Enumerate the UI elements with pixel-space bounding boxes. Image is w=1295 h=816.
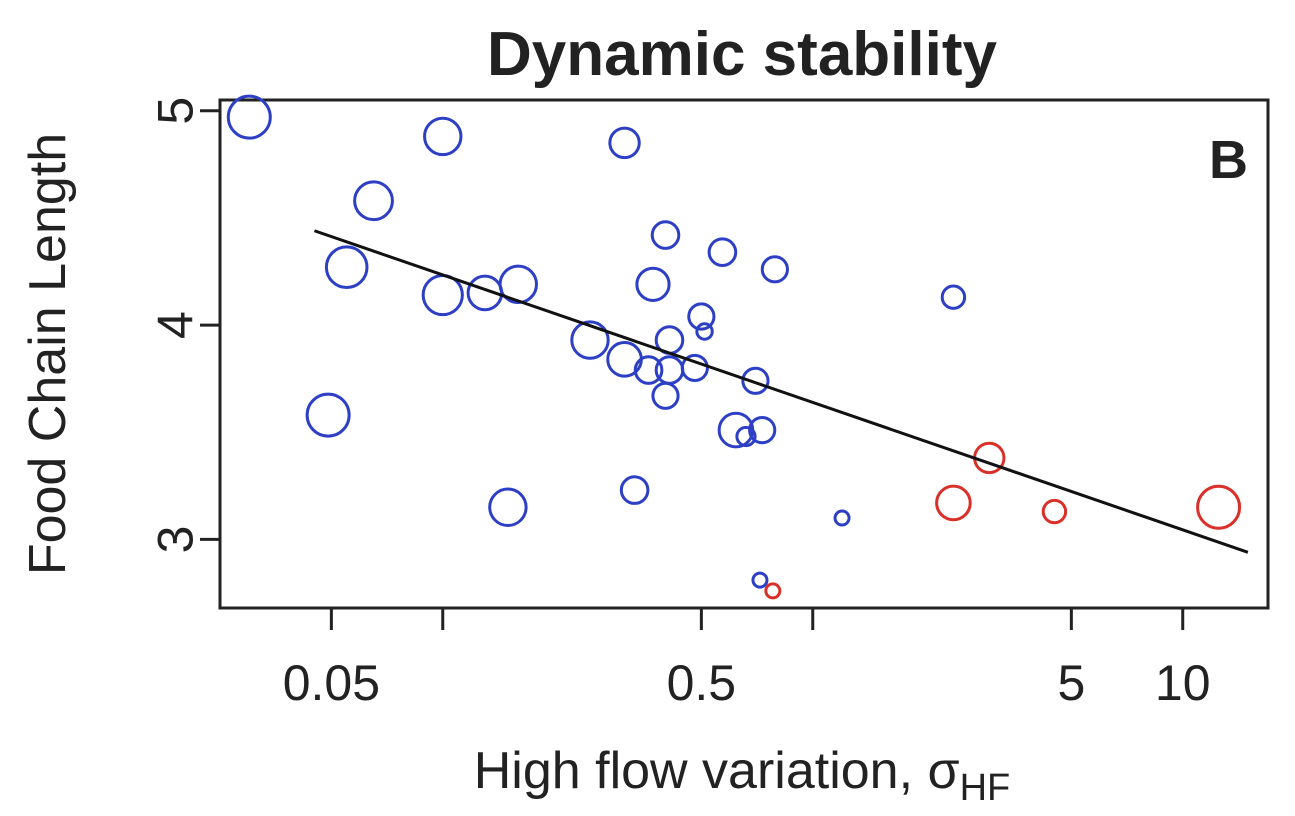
y-tick-label: 5 [148,97,204,125]
data-point [226,94,272,140]
data-point [654,355,685,385]
data-point [1041,498,1068,525]
points-layer [226,94,1242,600]
data-point [324,245,369,289]
data-point [423,116,463,157]
data-point [833,509,851,527]
data-point [680,353,709,383]
data-point [748,415,777,445]
data-point [619,475,650,505]
x-tick-label: 10 [1155,655,1211,711]
x-axis: 0.05 0.5 5 10 [283,608,1211,711]
data-point [751,571,769,589]
data-point [735,425,757,448]
y-axis: 3 4 5 [148,97,220,554]
data-point [1196,484,1242,530]
data-point [305,392,351,438]
data-point [764,582,782,600]
x-tick-label: 0.5 [667,655,737,711]
x-tick-label: 0.05 [283,655,380,711]
plot-frame [218,98,1270,610]
x-axis-label-main: High flow variation, σ [474,742,960,800]
chart-title: Dynamic stability [487,20,997,89]
data-point [707,237,738,267]
data-point [650,220,681,250]
panel-label: B [1209,130,1248,190]
data-point [695,322,714,341]
data-point [717,411,755,449]
data-point [760,255,789,284]
y-tick-label: 4 [148,311,204,339]
data-point [940,284,967,310]
data-point [421,273,464,317]
x-axis-label-subscript: HF [960,767,1011,809]
data-point [570,320,610,360]
x-axis-label: High flow variation, σHF [474,742,1011,809]
data-point [741,366,770,395]
data-point [608,126,641,160]
data-point [488,487,528,527]
y-axis-label: Food Chain Length [19,133,77,575]
data-point [687,302,716,331]
data-point [633,355,664,385]
x-tick-label: 5 [1057,655,1085,711]
data-point [935,484,972,522]
data-point [651,381,680,410]
fit-line [313,229,1249,554]
data-point [635,266,671,302]
data-point [353,180,394,222]
y-tick-label: 3 [148,526,204,554]
